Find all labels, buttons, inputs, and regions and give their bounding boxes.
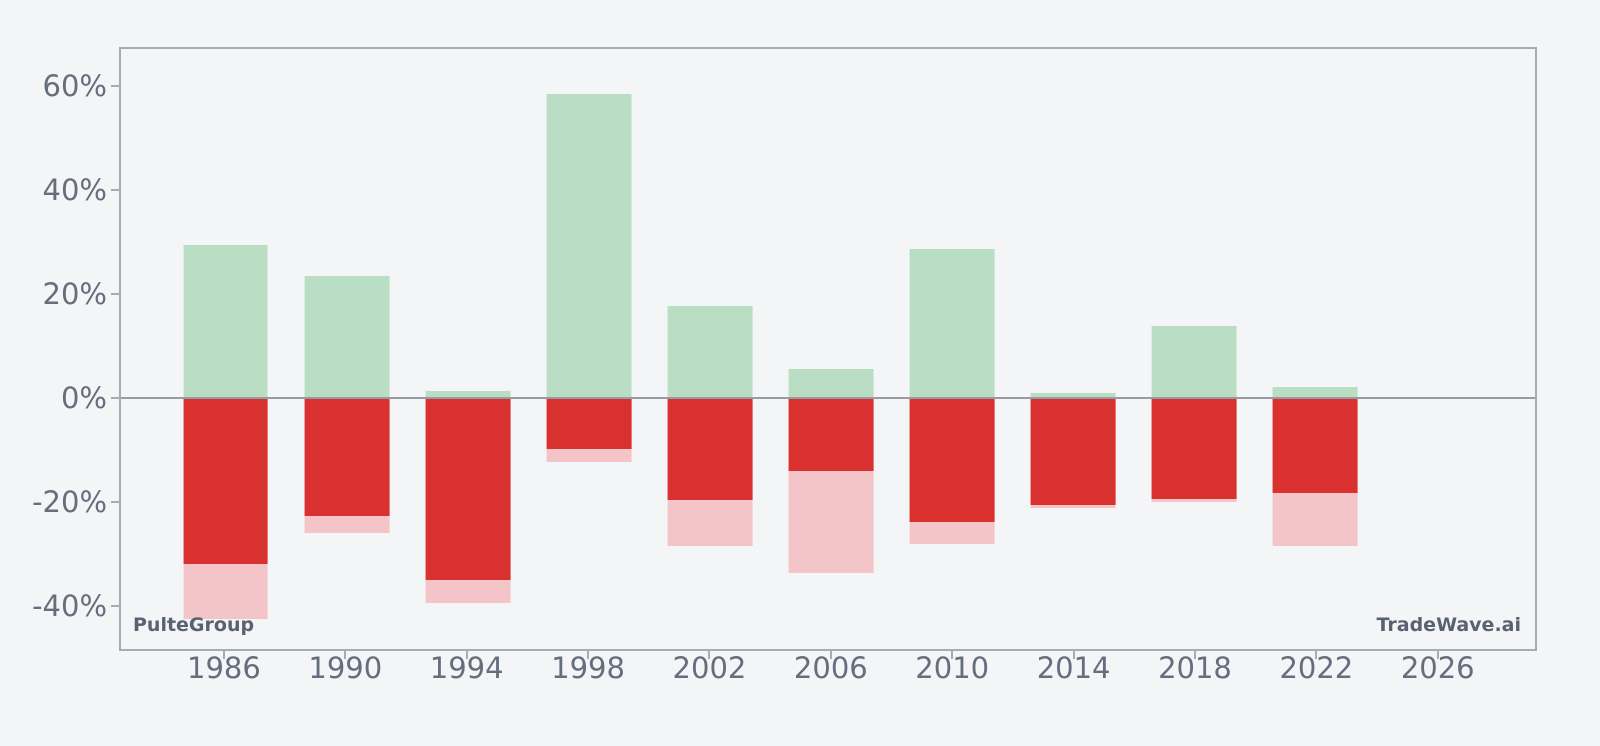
bar-max_gain-1994 — [425, 390, 511, 398]
bar-loss-2018 — [1151, 397, 1237, 499]
y-tick-mark — [111, 396, 119, 399]
y-tick-label: 0% — [60, 380, 107, 415]
zero-line — [121, 396, 1535, 399]
bar-loss-1998 — [546, 397, 632, 449]
bar-max_gain-1986 — [183, 245, 269, 398]
y-tick-label: 20% — [42, 276, 107, 311]
plot-area: PulteGroup TradeWave.ai — [119, 47, 1537, 651]
x-tick-mark — [1436, 651, 1439, 659]
plot-inner — [121, 49, 1535, 649]
x-tick-mark — [951, 651, 954, 659]
bar-max_gain-2006 — [788, 368, 874, 398]
bar-max_gain-2014 — [1030, 392, 1116, 398]
watermark-pultegroup: PulteGroup — [133, 614, 255, 636]
x-tick-mark — [829, 651, 832, 659]
bar-loss-1990 — [304, 397, 390, 516]
bar-max_gain-2018 — [1151, 326, 1237, 398]
bar-loss-2010 — [909, 397, 995, 523]
bar-loss-1994 — [425, 397, 511, 581]
x-tick-mark — [1072, 651, 1075, 659]
x-tick-mark — [1193, 651, 1196, 659]
bar-loss-2006 — [788, 397, 874, 472]
bar-max_gain-2002 — [667, 305, 753, 398]
y-tick-mark — [111, 188, 119, 191]
bar-max_gain-2010 — [909, 248, 995, 398]
bar-max_gain-1990 — [304, 276, 390, 398]
bar-max_gain-2022 — [1272, 386, 1358, 398]
y-tick-mark — [111, 292, 119, 295]
x-tick-mark — [222, 651, 225, 659]
bar-loss-2002 — [667, 397, 753, 501]
y-tick-label: -20% — [32, 484, 107, 519]
bar-loss-2014 — [1030, 397, 1116, 505]
bar-loss-1986 — [183, 397, 269, 564]
bar-loss-2022 — [1272, 397, 1358, 494]
y-tick-label: 40% — [42, 172, 107, 207]
x-tick-mark — [587, 651, 590, 659]
x-tick-mark — [1315, 651, 1318, 659]
y-tick-mark — [111, 84, 119, 87]
watermark-tradewave: TradeWave.ai — [1376, 614, 1521, 636]
y-tick-label: 60% — [42, 68, 107, 103]
y-tick-mark — [111, 500, 119, 503]
x-tick-mark — [465, 651, 468, 659]
bar-max_gain-1998 — [546, 93, 632, 398]
y-tick-label: -40% — [32, 588, 107, 623]
x-tick-mark — [708, 651, 711, 659]
y-tick-mark — [111, 604, 119, 607]
x-tick-mark — [344, 651, 347, 659]
